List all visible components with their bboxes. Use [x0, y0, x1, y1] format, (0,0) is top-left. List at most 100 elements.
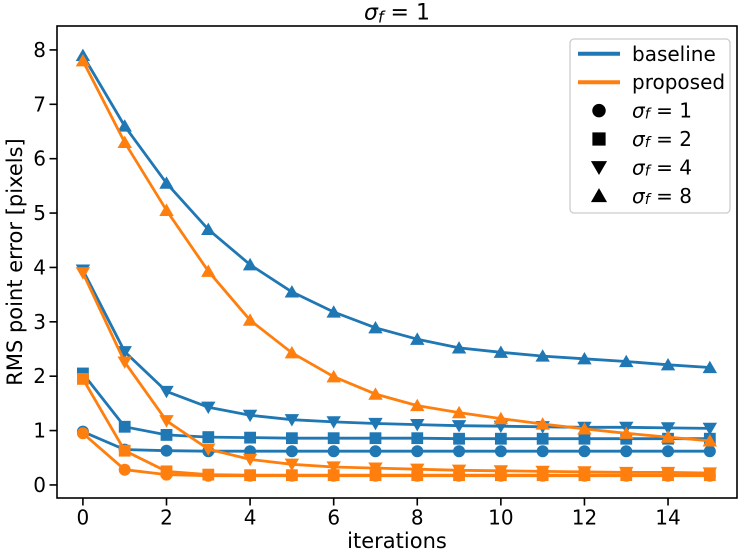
series-line [81, 378, 710, 477]
x-tick-label: 14 [655, 506, 680, 530]
data-point-marker [410, 332, 425, 345]
data-point-marker [117, 119, 132, 132]
series-baseline-sigma-4 [75, 264, 718, 436]
data-point-marker [451, 341, 467, 354]
data-point-marker [369, 469, 382, 482]
data-point-marker [242, 409, 258, 423]
data-point-marker [327, 445, 340, 458]
data-point-marker [536, 432, 549, 445]
data-point-marker [202, 431, 215, 443]
data-point-marker [117, 346, 132, 359]
data-point-marker [619, 354, 634, 368]
data-point-marker [662, 445, 675, 458]
data-point-marker [326, 461, 341, 474]
legend-label: proposed [632, 70, 725, 94]
series-line [81, 60, 710, 443]
data-point-marker [703, 445, 716, 458]
data-point-marker [159, 385, 174, 399]
data-point-marker [410, 463, 425, 476]
data-point-marker [451, 420, 467, 433]
data-point-marker [242, 453, 258, 467]
data-point-marker [284, 285, 300, 298]
data-point-marker [242, 257, 258, 271]
data-point-marker [242, 313, 258, 326]
data-point-marker [535, 417, 550, 430]
data-point-marker [535, 349, 550, 362]
series-line [82, 430, 710, 453]
circle-legend-marker [592, 103, 606, 118]
data-point-marker [285, 469, 298, 482]
legend-label: σf = 8 [632, 184, 692, 208]
data-point-marker [327, 469, 340, 482]
legend-label: σf = 4 [632, 155, 692, 179]
data-point-marker [660, 357, 676, 371]
x-tick-label: 12 [572, 506, 597, 530]
data-point-marker [285, 432, 298, 445]
y-tick-label: 3 [33, 310, 46, 334]
data-point-marker [493, 465, 509, 478]
data-point-marker [660, 466, 676, 480]
data-point-marker [619, 466, 634, 480]
triangle-up-legend-marker [590, 188, 608, 203]
data-point-marker [410, 418, 425, 432]
y-tick-label: 7 [33, 92, 46, 116]
y-tick-label: 4 [33, 255, 46, 279]
data-point-marker [702, 422, 718, 436]
data-point-marker [702, 360, 718, 374]
data-point-marker [284, 346, 300, 359]
x-tick-label: 8 [411, 506, 424, 530]
y-tick-label: 8 [33, 38, 46, 62]
legend-label: baseline [632, 42, 716, 66]
y-tick-label: 0 [33, 473, 46, 497]
data-point-marker [76, 427, 89, 440]
data-point-marker [118, 420, 131, 433]
data-point-marker [77, 373, 89, 385]
data-point-marker [160, 444, 173, 457]
data-point-marker [536, 445, 549, 458]
data-point-marker [75, 54, 91, 67]
data-point-marker [494, 432, 507, 445]
triangle-down-legend-marker [590, 161, 608, 176]
data-point-marker [620, 445, 633, 458]
data-point-marker [494, 445, 507, 458]
series-proposed-sigma-4 [75, 267, 718, 480]
axes-spines [56, 25, 738, 499]
data-point-marker [201, 401, 216, 414]
data-point-marker [285, 445, 298, 458]
data-point-marker [326, 305, 341, 318]
data-point-marker [660, 422, 676, 435]
data-point-marker [453, 445, 466, 458]
data-point-marker [201, 264, 216, 277]
data-point-marker [368, 387, 383, 400]
data-point-marker [326, 416, 341, 429]
data-point-marker [453, 432, 465, 445]
data-point-marker [578, 445, 591, 458]
data-point-marker [284, 414, 300, 427]
data-point-marker [493, 345, 509, 358]
legend [569, 38, 731, 214]
series-baseline-sigma-1 [76, 425, 716, 458]
y-tick-label: 6 [33, 147, 46, 171]
data-point-marker [410, 398, 425, 412]
y-tick-label: 2 [33, 364, 46, 388]
data-point-marker [368, 320, 383, 334]
data-point-marker [284, 458, 300, 472]
data-point-marker [159, 203, 174, 216]
data-point-marker [577, 466, 592, 479]
series-baseline-sigma-8 [75, 48, 718, 374]
series-proposed-sigma-8 [75, 54, 718, 447]
y-tick-label: 1 [33, 419, 46, 443]
data-point-marker [368, 462, 383, 475]
data-point-marker [493, 411, 509, 425]
data-point-marker [244, 469, 256, 482]
square-legend-marker [592, 132, 606, 146]
data-point-marker [117, 356, 132, 369]
y-axis-label: RMS point error [pixels] [3, 138, 27, 386]
data-point-marker [577, 422, 592, 435]
y-tick-label: 5 [33, 201, 46, 225]
series-line [81, 269, 710, 430]
data-point-marker [202, 468, 215, 481]
data-point-marker [702, 467, 718, 480]
series-line [81, 272, 710, 475]
